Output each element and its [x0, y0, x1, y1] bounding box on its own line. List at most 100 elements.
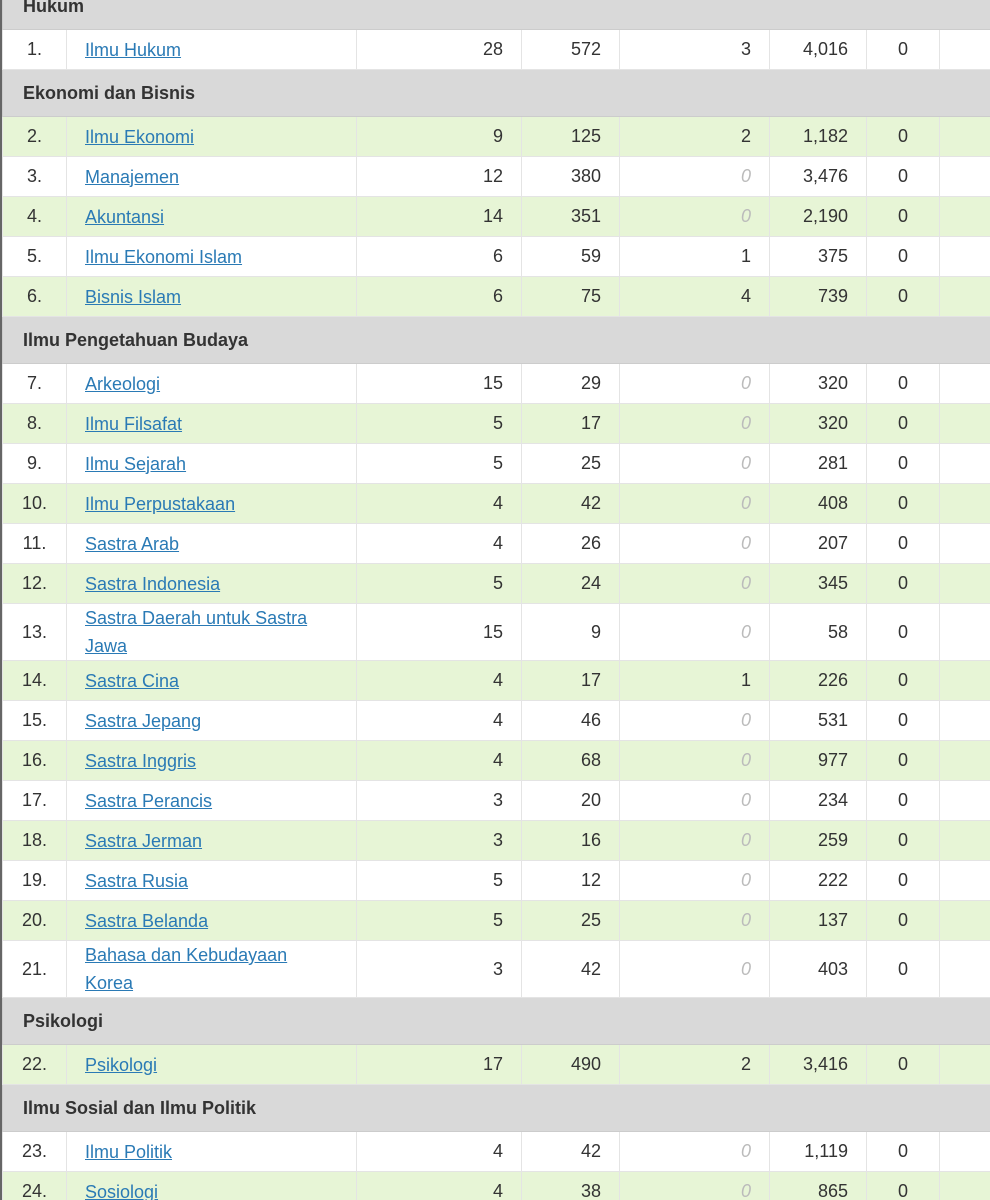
row-number: 3. — [2, 156, 67, 197]
value-cell: 26 — [521, 523, 620, 564]
name-cell: Bahasa dan Kebudayaan Korea — [66, 940, 357, 998]
value-cell: 42 — [521, 483, 620, 524]
value-cell: 12 — [521, 860, 620, 901]
section-title: Hukum — [2, 0, 990, 30]
name-cell: Ilmu Sejarah — [66, 443, 357, 484]
program-link[interactable]: Ilmu Ekonomi — [85, 126, 195, 147]
empty-cell — [938, 900, 990, 941]
value-cell: 0 — [866, 563, 940, 604]
value-cell: 281 — [769, 443, 867, 484]
value-cell: 1 — [619, 236, 770, 277]
program-link[interactable]: Ilmu Sejarah — [85, 453, 187, 474]
row-number: 22. — [2, 1044, 67, 1085]
value-cell: 0 — [619, 820, 770, 861]
program-link[interactable]: Manajemen — [85, 166, 180, 187]
program-link[interactable]: Ilmu Ekonomi Islam — [85, 246, 243, 267]
data-row: 15. Sastra Jepang 4 46 0 531 0 — [2, 700, 990, 741]
value-cell: 375 — [769, 236, 867, 277]
value-cell: 380 — [521, 156, 620, 197]
program-link[interactable]: Psikologi — [85, 1054, 158, 1075]
value-cell: 4 — [356, 1171, 522, 1200]
value-cell: 1,119 — [769, 1131, 867, 1172]
program-link[interactable]: Ilmu Politik — [85, 1141, 173, 1162]
name-cell: Arkeologi — [66, 363, 357, 404]
data-row: 9. Ilmu Sejarah 5 25 0 281 0 — [2, 443, 990, 484]
empty-cell — [938, 156, 990, 197]
empty-cell — [938, 820, 990, 861]
row-number: 23. — [2, 1131, 67, 1172]
program-link[interactable]: Sastra Perancis — [85, 790, 213, 811]
value-cell: 17 — [521, 403, 620, 444]
data-row: 10. Ilmu Perpustakaan 4 42 0 408 0 — [2, 483, 990, 524]
program-link[interactable]: Bisnis Islam — [85, 286, 182, 307]
name-cell: Manajemen — [66, 156, 357, 197]
data-row: 1. Ilmu Hukum 28 572 3 4,016 0 — [2, 29, 990, 70]
program-link[interactable]: Sastra Arab — [85, 533, 180, 554]
name-cell: Psikologi — [66, 1044, 357, 1085]
value-cell: 0 — [619, 443, 770, 484]
value-cell: 125 — [521, 116, 620, 157]
value-cell: 0 — [619, 700, 770, 741]
row-number: 17. — [2, 780, 67, 821]
value-cell: 4 — [356, 523, 522, 564]
program-link[interactable]: Sastra Indonesia — [85, 573, 221, 594]
empty-cell — [938, 403, 990, 444]
value-cell: 9 — [521, 603, 620, 661]
section-title: Ekonomi dan Bisnis — [2, 69, 990, 117]
value-cell: 0 — [619, 940, 770, 998]
value-cell: 0 — [866, 363, 940, 404]
value-cell: 0 — [619, 1131, 770, 1172]
value-cell: 222 — [769, 860, 867, 901]
name-cell: Ilmu Hukum — [66, 29, 357, 70]
program-link[interactable]: Ilmu Hukum — [85, 39, 182, 60]
value-cell: 320 — [769, 363, 867, 404]
program-link[interactable]: Sastra Jerman — [85, 830, 203, 851]
value-cell: 38 — [521, 1171, 620, 1200]
value-cell: 1 — [619, 660, 770, 701]
data-row: 22. Psikologi 17 490 2 3,416 0 — [2, 1044, 990, 1085]
value-cell: 2 — [619, 116, 770, 157]
section-row: Ilmu Sosial dan Ilmu Politik — [2, 1084, 990, 1132]
program-link[interactable]: Ilmu Perpustakaan — [85, 493, 236, 514]
value-cell: 0 — [866, 1131, 940, 1172]
data-row: 16. Sastra Inggris 4 68 0 977 0 — [2, 740, 990, 781]
data-row: 12. Sastra Indonesia 5 24 0 345 0 — [2, 563, 990, 604]
value-cell: 0 — [619, 563, 770, 604]
data-row: 5. Ilmu Ekonomi Islam 6 59 1 375 0 — [2, 236, 990, 277]
empty-cell — [938, 700, 990, 741]
value-cell: 42 — [521, 940, 620, 998]
program-link[interactable]: Bahasa dan Kebudayaan Korea — [85, 945, 288, 993]
program-link[interactable]: Sastra Cina — [85, 670, 180, 691]
empty-cell — [938, 236, 990, 277]
data-row: 14. Sastra Cina 4 17 1 226 0 — [2, 660, 990, 701]
program-link[interactable]: Sosiologi — [85, 1181, 159, 1200]
program-link[interactable]: Arkeologi — [85, 373, 161, 394]
empty-cell — [938, 29, 990, 70]
value-cell: 226 — [769, 660, 867, 701]
name-cell: Sastra Jerman — [66, 820, 357, 861]
value-cell: 0 — [866, 740, 940, 781]
value-cell: 0 — [866, 660, 940, 701]
value-cell: 6 — [356, 236, 522, 277]
value-cell: 0 — [866, 156, 940, 197]
empty-cell — [938, 483, 990, 524]
value-cell: 5 — [356, 443, 522, 484]
program-link[interactable]: Sastra Belanda — [85, 910, 209, 931]
value-cell: 0 — [619, 523, 770, 564]
value-cell: 0 — [866, 236, 940, 277]
program-link[interactable]: Ilmu Filsafat — [85, 413, 183, 434]
value-cell: 5 — [356, 563, 522, 604]
program-link[interactable]: Akuntansi — [85, 206, 165, 227]
program-link[interactable]: Sastra Jepang — [85, 710, 202, 731]
name-cell: Sastra Perancis — [66, 780, 357, 821]
program-link[interactable]: Sastra Rusia — [85, 870, 189, 891]
name-cell: Sastra Rusia — [66, 860, 357, 901]
value-cell: 0 — [866, 403, 940, 444]
data-row: 17. Sastra Perancis 3 20 0 234 0 — [2, 780, 990, 821]
program-link[interactable]: Sastra Inggris — [85, 750, 197, 771]
name-cell: Akuntansi — [66, 196, 357, 237]
row-number: 4. — [2, 196, 67, 237]
empty-cell — [938, 116, 990, 157]
program-link[interactable]: Sastra Daerah untuk Sastra Jawa — [85, 608, 308, 656]
value-cell: 9 — [356, 116, 522, 157]
